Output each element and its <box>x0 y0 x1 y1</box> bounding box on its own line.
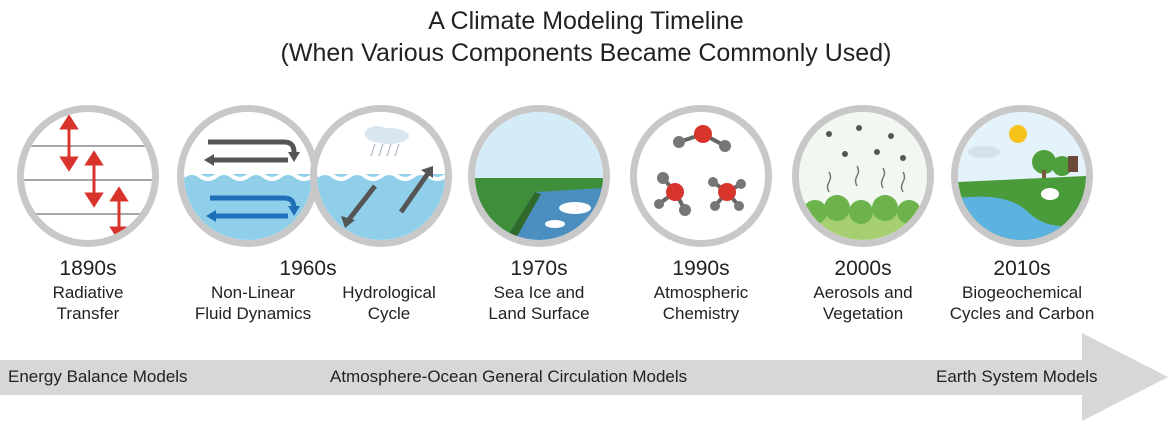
decade-2000s: 2000s <box>834 257 892 280</box>
diagram-title: A Climate Modeling Timeline <box>428 7 744 35</box>
label-hydrological-cycle: Hydrological Cycle <box>342 283 436 323</box>
sea-ice-land-icon <box>468 105 610 247</box>
decade-1960s: 1960s <box>279 257 337 280</box>
decade-2010s: 2010s <box>993 257 1051 280</box>
label-fluid-dynamics: Non-Linear Fluid Dynamics <box>194 283 312 323</box>
label-radiative-transfer: Radiative Transfer <box>52 283 124 323</box>
label-sea-ice-land: Sea Ice and Land Surface <box>488 283 590 323</box>
label-biogeochemical: Biogeochemical Cycles and Carbon <box>949 283 1095 323</box>
label-aerosols-vegetation: Aerosols and Vegetation <box>813 283 913 323</box>
decade-1890s: 1890s <box>59 257 117 280</box>
label-atmospheric-chemistry: Atmospheric Chemistry <box>653 283 749 323</box>
hydrological-cycle-icon <box>310 105 452 247</box>
band-aogcm: Atmosphere-Ocean General Circulation Mod… <box>330 367 688 386</box>
fluid-dynamics-icon <box>177 105 319 247</box>
band-energy-balance: Energy Balance Models <box>8 367 188 386</box>
atmospheric-chemistry-icon <box>630 105 772 247</box>
radiative-transfer-icon <box>17 105 159 247</box>
decade-1990s: 1990s <box>672 257 730 280</box>
aerosols-vegetation-icon <box>792 105 934 247</box>
decade-1970s: 1970s <box>510 257 568 280</box>
band-earth-system: Earth System Models <box>936 367 1098 386</box>
biogeochemical-cycles-icon <box>951 105 1093 247</box>
diagram-subtitle: (When Various Components Became Commonly… <box>280 39 892 67</box>
